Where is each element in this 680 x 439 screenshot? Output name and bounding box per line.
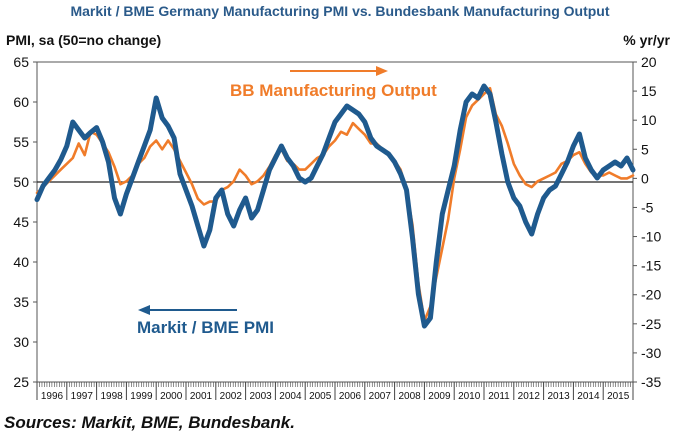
right-tick-label: 10: [641, 112, 657, 128]
left-tick-label: 45: [13, 214, 29, 230]
x-tick-label: 2007: [369, 391, 392, 402]
x-tick-label: 1998: [100, 391, 123, 402]
pmi-series-line: [34, 83, 636, 329]
series-group: [34, 83, 636, 329]
left-tick-label: 35: [13, 294, 29, 310]
left-tick-label: 65: [13, 54, 29, 70]
x-tick-label: 2011: [488, 391, 510, 402]
x-tick-label: 2000: [160, 391, 183, 402]
x-tick-label: 2006: [339, 391, 362, 402]
x-tick-label: 2002: [220, 391, 243, 402]
pmi-annotation-label: Markit / BME PMI: [137, 318, 274, 337]
x-tick-label: 2013: [547, 391, 570, 402]
right-tick-label: 5: [641, 141, 649, 157]
x-tick-label: 2014: [577, 391, 600, 402]
chart-title: Markit / BME Germany Manufacturing PMI v…: [70, 3, 610, 19]
output-arrow-head: [376, 66, 388, 76]
left-tick-label: 25: [13, 374, 29, 390]
right-tick-label: 15: [641, 83, 657, 99]
annotations-group: BB Manufacturing Output Markit / BME PMI: [137, 66, 437, 337]
x-tick-label: 2008: [398, 391, 421, 402]
left-axis-label: PMI, sa (50=no change): [6, 32, 162, 48]
axes-group: 25 30 35 40 45 50 55 60 65 -35 -30 -25 -20 -15 -10 -5 0 5…: [13, 54, 661, 402]
x-tick-label: 2001: [190, 391, 213, 402]
right-tick-label: -30: [641, 345, 661, 361]
x-tick-label: 2015: [607, 391, 630, 402]
right-tick-label: -20: [641, 287, 661, 303]
right-tick-label: -15: [641, 258, 661, 274]
plot-frame: [36, 61, 634, 383]
left-tick-label: 60: [13, 94, 29, 110]
left-tick-label: 50: [13, 174, 29, 190]
output-annotation-label: BB Manufacturing Output: [230, 81, 437, 100]
x-tick-label: 2003: [249, 391, 272, 402]
right-axis-label: % yr/yr: [623, 32, 670, 48]
left-tick-label: 30: [13, 334, 29, 350]
pmi-arrow-head: [138, 305, 150, 315]
source-note: Sources: Markit, BME, Bundesbank.: [4, 413, 295, 432]
x-tick-label: 2004: [279, 391, 302, 402]
x-tick-label: 1997: [71, 391, 94, 402]
right-tick-label: 0: [641, 170, 649, 186]
left-tick-label: 40: [13, 254, 29, 270]
right-tick-label: -5: [641, 199, 654, 215]
x-tick-label: 2009: [428, 391, 451, 402]
right-tick-label: -25: [641, 316, 661, 332]
left-tick-label: 55: [13, 134, 29, 150]
x-tick-label: 1996: [41, 391, 64, 402]
x-tick-label: 2012: [518, 391, 541, 402]
x-tick-label: 2010: [458, 391, 481, 402]
x-tick-label: 2005: [309, 391, 332, 402]
right-tick-label: -10: [641, 229, 661, 245]
right-tick-label: 20: [641, 54, 657, 70]
right-tick-label: -35: [641, 374, 661, 390]
x-tick-label: 1999: [130, 391, 153, 402]
